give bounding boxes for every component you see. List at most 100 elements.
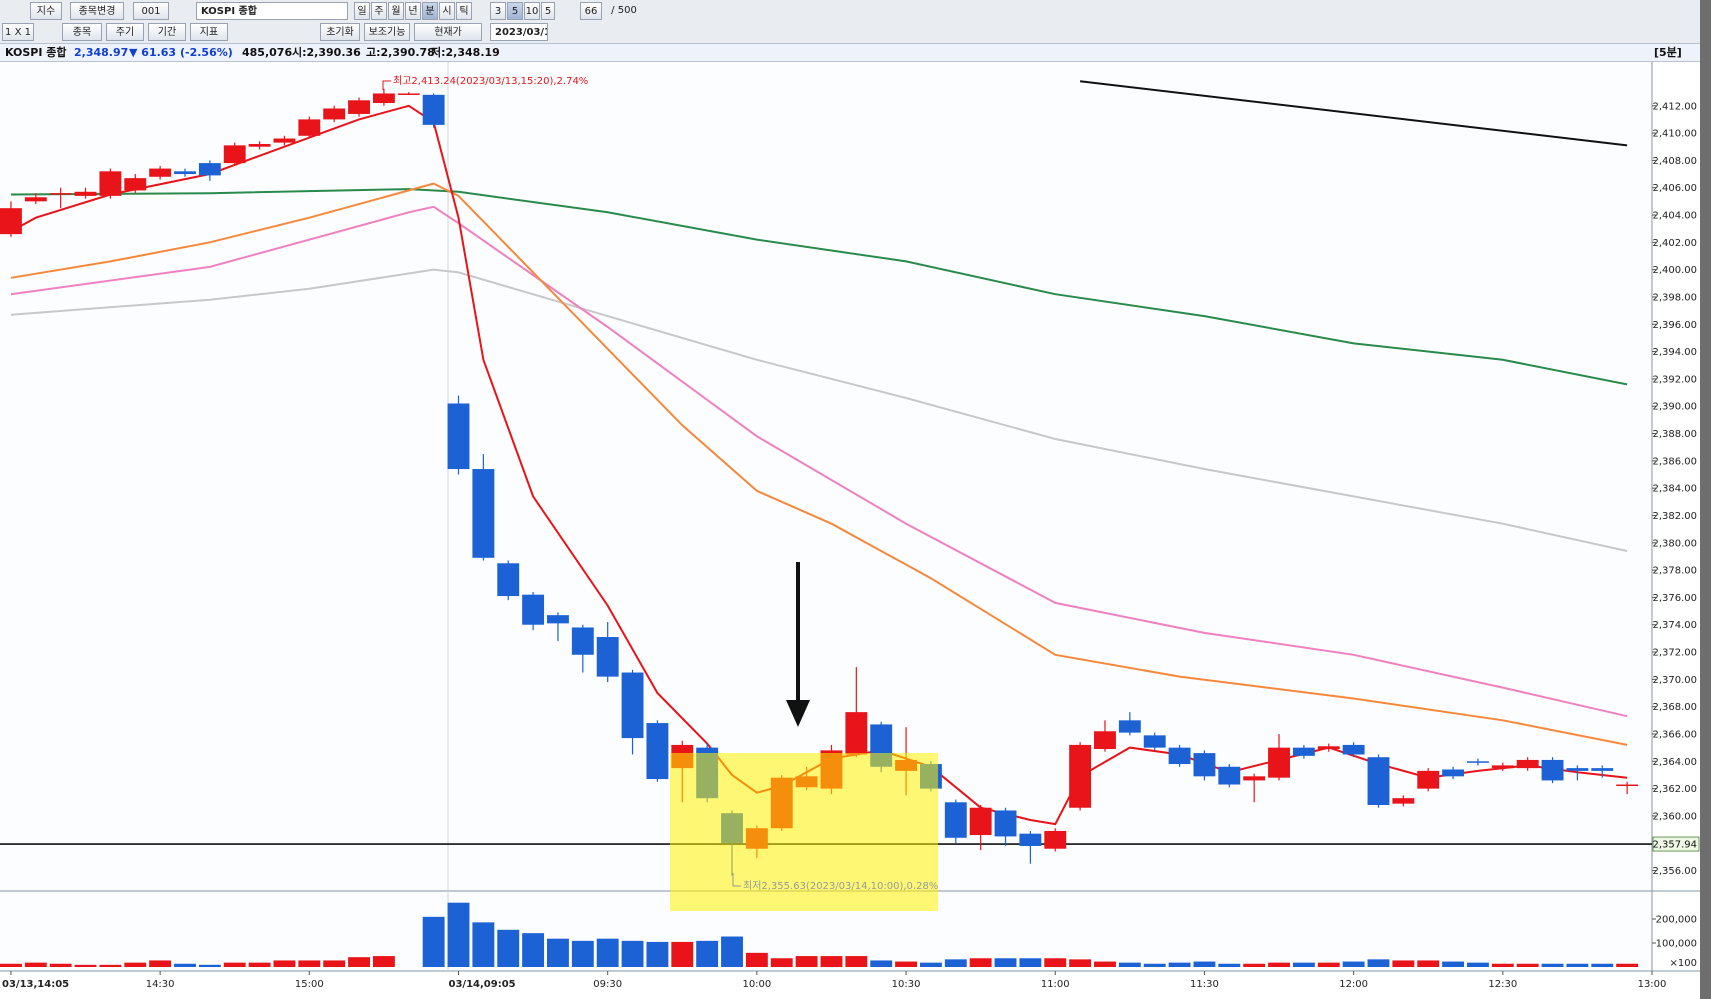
toolbar-button[interactable]: 1 X 1 xyxy=(2,23,34,41)
info-change: ▼ 61.63 xyxy=(129,46,177,59)
candle-body xyxy=(969,807,992,836)
volume-bar xyxy=(24,962,47,967)
volume-bar xyxy=(273,960,296,967)
candle-body xyxy=(49,193,72,195)
volume-bar xyxy=(1417,960,1440,967)
candle-body xyxy=(1069,744,1092,808)
candle-body xyxy=(0,208,22,235)
candle-body xyxy=(1268,747,1290,778)
candle-body xyxy=(1143,735,1166,748)
toolbar-button[interactable]: 현재가 xyxy=(414,23,482,41)
x-tick-label: 03/14,09:05 xyxy=(449,979,516,990)
toolbar-button[interactable]: 일 xyxy=(354,2,370,20)
candle-body xyxy=(348,100,370,114)
toolbar-button[interactable]: 지표 xyxy=(190,23,228,41)
y-tick-label: 2,384.00 xyxy=(1652,484,1697,495)
toolbar-button[interactable]: 3 xyxy=(490,2,506,20)
volume-bar xyxy=(422,916,445,967)
volume-bar xyxy=(721,936,743,967)
volume-bar xyxy=(1143,963,1166,967)
candle-body xyxy=(944,802,967,838)
y-tick-label: 2,396.00 xyxy=(1652,320,1697,331)
volume-bar xyxy=(1268,962,1290,967)
volume-bar xyxy=(969,958,992,967)
volume-bar xyxy=(1342,961,1365,967)
candle-body xyxy=(1193,753,1216,777)
volume-bar xyxy=(1118,962,1141,967)
y-tick-label: 2,368.00 xyxy=(1652,702,1697,713)
volume-bar xyxy=(348,957,370,967)
candle-body xyxy=(149,168,172,177)
volume-bar xyxy=(646,941,669,967)
y-tick-label: 2,406.00 xyxy=(1652,183,1697,194)
annotation-marker xyxy=(382,80,391,90)
candle-body xyxy=(497,563,520,597)
y-tick-label: 100,000 xyxy=(1656,939,1697,950)
toolbar-button[interactable]: 종목 xyxy=(62,23,102,41)
x-tick-label: 12:30 xyxy=(1488,979,1517,990)
current-price-box xyxy=(1652,836,1700,852)
volume-bar xyxy=(1616,963,1639,967)
toolbar-button[interactable]: 보조기능 xyxy=(364,23,410,41)
toolbar-button[interactable]: 시 xyxy=(439,2,455,20)
toolbar-button[interactable]: 주 xyxy=(371,2,387,20)
toolbar-button[interactable]: 2023/03/14 xyxy=(490,23,548,41)
volume-bar xyxy=(1094,961,1116,967)
candle-body xyxy=(1442,769,1465,777)
toolbar-button[interactable]: 주기 xyxy=(106,23,144,41)
x-tick-label: 15:00 xyxy=(295,979,324,990)
indicator-line xyxy=(10,182,1628,746)
candle-body xyxy=(1019,833,1042,846)
candle-body xyxy=(1491,765,1514,769)
info-name: KOSPI 종합 xyxy=(5,46,67,59)
candle-body xyxy=(422,94,445,125)
toolbar-button[interactable]: / 500 xyxy=(611,5,637,16)
y-tick-label: 2,412.00 xyxy=(1652,101,1697,112)
toolbar-button[interactable]: 5 xyxy=(541,2,555,20)
toolbar-button[interactable]: KOSPI 종합 xyxy=(196,2,348,20)
annotation: 최저2,355.63(2023/03/14,10:00),0.28% xyxy=(743,880,938,892)
toolbar-button[interactable]: 틱 xyxy=(456,2,472,20)
toolbar-button[interactable]: 월 xyxy=(388,2,404,20)
candle-body xyxy=(646,723,669,780)
candle-body xyxy=(1118,720,1141,733)
candle-body xyxy=(323,108,346,120)
volume-bar xyxy=(298,960,321,967)
toolbar-button[interactable]: 초기화 xyxy=(320,23,360,41)
info-price: 2,348.97 xyxy=(74,46,129,59)
candle-body xyxy=(596,637,619,677)
volume-bar xyxy=(149,960,172,967)
volume-bar xyxy=(621,940,644,967)
volume-bar xyxy=(223,962,246,967)
volume-bar xyxy=(1218,963,1241,967)
y-tick-label: 2,366.00 xyxy=(1652,729,1697,740)
volume-bar xyxy=(870,960,893,967)
y-tick-label: 2,404.00 xyxy=(1652,211,1697,222)
toolbar-button[interactable]: 10 xyxy=(524,2,540,20)
volume-bar xyxy=(124,962,147,967)
volume-bar xyxy=(174,963,196,967)
toolbar-button[interactable]: 기간 xyxy=(148,23,186,41)
indicator-line xyxy=(10,268,1628,552)
candle-body xyxy=(1616,784,1639,787)
y-tick-label: 2,378.00 xyxy=(1652,566,1697,577)
y-tick-label: 2,356.00 xyxy=(1652,866,1697,877)
y-tick-label: 2,390.00 xyxy=(1652,402,1697,413)
overlay: 최고2,413.24(2023/03/13,15:20),2.74% 최저2,35… xyxy=(382,75,938,911)
x-tick-label: 12:00 xyxy=(1339,979,1368,990)
toolbar-button[interactable]: 66 xyxy=(580,2,602,20)
info-volume: 485,076 xyxy=(242,46,293,59)
toolbar-button[interactable]: 분 xyxy=(422,2,438,20)
info-high: 고:2,390.78 xyxy=(366,46,435,59)
candle-body xyxy=(845,712,868,755)
toolbar-button[interactable]: 년 xyxy=(405,2,421,20)
info-low: 저:2,348.19 xyxy=(431,46,500,59)
current-price-label: 2,357.94 xyxy=(1652,840,1697,851)
toolbar-button[interactable]: 5 xyxy=(507,2,523,20)
toolbar-button[interactable]: 지수 xyxy=(30,2,62,20)
info-bar xyxy=(0,43,1700,62)
toolbar-button[interactable]: 001 xyxy=(133,2,169,20)
candle-body xyxy=(1317,746,1340,750)
toolbar-button[interactable]: 종목변경 xyxy=(70,2,124,20)
